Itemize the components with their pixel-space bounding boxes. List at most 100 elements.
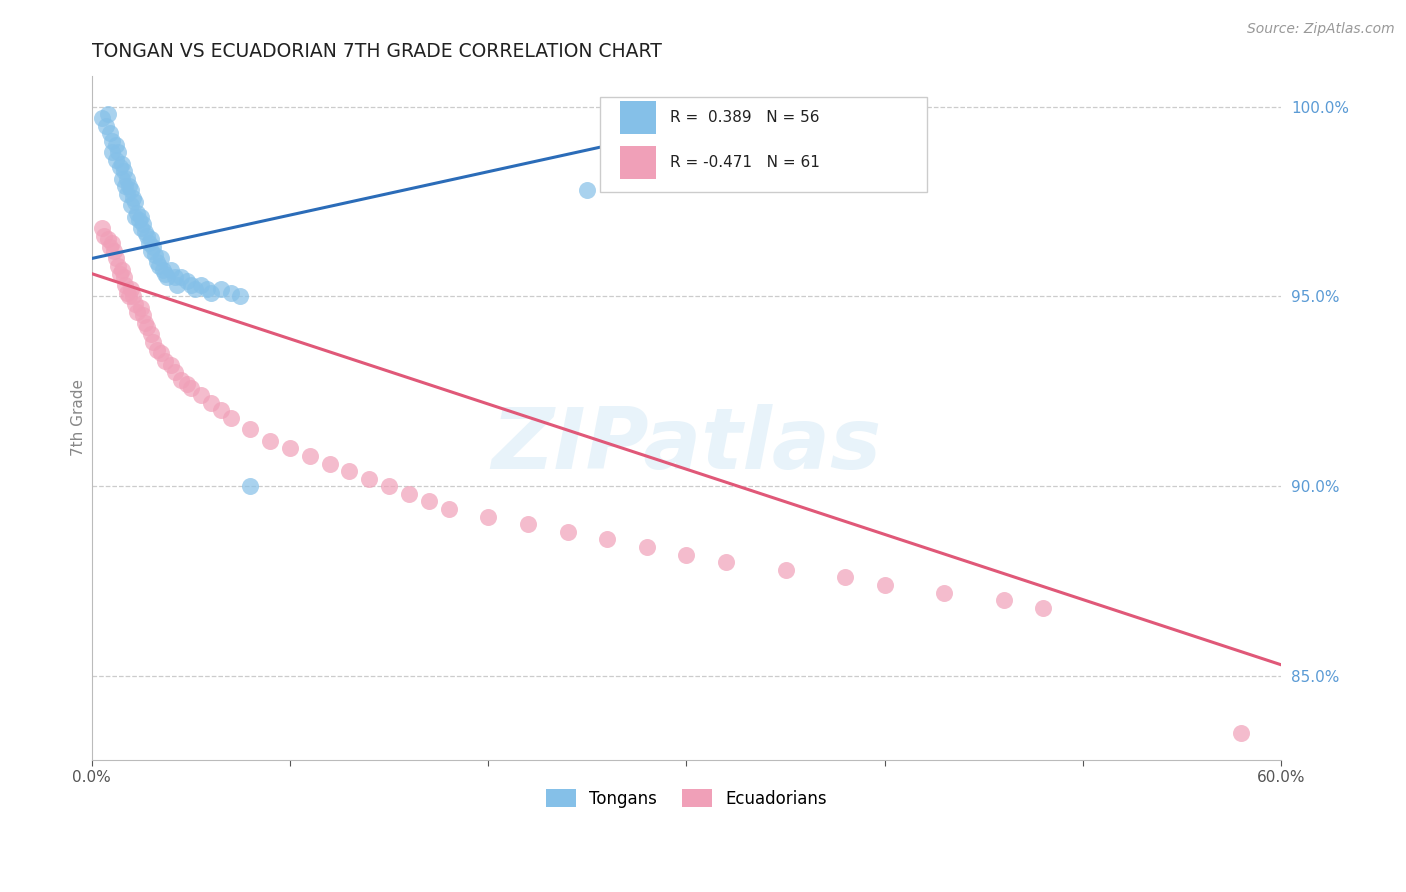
- Point: [219, 285, 242, 300]
- FancyBboxPatch shape: [620, 102, 655, 135]
- Point: [97, 107, 120, 121]
- Legend: Tongans, Ecuadorians: Tongans, Ecuadorians: [538, 783, 834, 814]
- Point: [146, 255, 169, 269]
- Point: [1032, 600, 1054, 615]
- Point: [118, 179, 141, 194]
- Point: [180, 278, 202, 293]
- Point: [146, 343, 169, 357]
- Point: [98, 240, 121, 254]
- Y-axis label: 7th Grade: 7th Grade: [72, 379, 86, 457]
- Point: [516, 517, 538, 532]
- Point: [477, 509, 499, 524]
- Point: [104, 252, 127, 266]
- Point: [714, 555, 737, 569]
- Point: [180, 381, 202, 395]
- Point: [104, 153, 127, 167]
- Point: [675, 548, 697, 562]
- FancyBboxPatch shape: [620, 146, 655, 178]
- Point: [219, 411, 242, 425]
- Point: [873, 578, 896, 592]
- Point: [596, 533, 619, 547]
- Point: [132, 217, 155, 231]
- Point: [131, 301, 153, 315]
- Point: [176, 376, 198, 391]
- Point: [107, 145, 129, 160]
- Point: [117, 171, 139, 186]
- Point: [142, 240, 165, 254]
- Point: [437, 502, 460, 516]
- Point: [141, 327, 163, 342]
- Point: [90, 221, 112, 235]
- Point: [98, 126, 121, 140]
- Point: [107, 259, 129, 273]
- Point: [138, 236, 160, 251]
- Point: [378, 479, 401, 493]
- Point: [90, 111, 112, 125]
- Point: [932, 585, 955, 599]
- Text: R = -0.471   N = 61: R = -0.471 N = 61: [669, 155, 820, 169]
- Point: [557, 524, 579, 539]
- Point: [114, 278, 136, 293]
- Point: [141, 232, 163, 246]
- Point: [200, 396, 222, 410]
- Point: [104, 137, 127, 152]
- Point: [148, 259, 170, 273]
- Point: [163, 365, 186, 379]
- Point: [112, 164, 135, 178]
- Point: [128, 213, 150, 227]
- Point: [359, 472, 381, 486]
- Point: [114, 179, 136, 194]
- Point: [131, 221, 153, 235]
- Point: [675, 156, 697, 170]
- Point: [190, 388, 212, 402]
- Point: [142, 334, 165, 349]
- Point: [124, 297, 146, 311]
- Point: [993, 593, 1015, 607]
- Point: [170, 270, 193, 285]
- Point: [176, 274, 198, 288]
- Point: [110, 171, 132, 186]
- Point: [94, 119, 117, 133]
- Point: [163, 270, 186, 285]
- Point: [184, 282, 207, 296]
- Point: [229, 289, 252, 303]
- Point: [418, 494, 440, 508]
- Point: [152, 263, 174, 277]
- Point: [339, 464, 361, 478]
- Point: [150, 252, 173, 266]
- Point: [103, 244, 125, 258]
- Point: [170, 373, 193, 387]
- Point: [110, 156, 132, 170]
- Point: [209, 403, 232, 417]
- Point: [124, 210, 146, 224]
- Point: [118, 289, 141, 303]
- Point: [153, 354, 176, 368]
- Point: [97, 232, 120, 246]
- Point: [209, 282, 232, 296]
- FancyBboxPatch shape: [599, 96, 927, 193]
- Point: [141, 244, 163, 258]
- Point: [134, 225, 156, 239]
- Point: [127, 206, 149, 220]
- Point: [775, 563, 797, 577]
- Point: [834, 570, 856, 584]
- Point: [166, 278, 188, 293]
- Point: [124, 194, 146, 209]
- Point: [239, 479, 262, 493]
- Point: [122, 289, 145, 303]
- Point: [112, 270, 135, 285]
- Point: [200, 285, 222, 300]
- Point: [117, 285, 139, 300]
- Point: [143, 248, 166, 262]
- Point: [398, 487, 420, 501]
- Point: [160, 358, 183, 372]
- Point: [239, 422, 262, 436]
- Point: [298, 449, 321, 463]
- Point: [120, 183, 142, 197]
- Point: [100, 145, 122, 160]
- Point: [108, 161, 131, 175]
- Point: [1230, 726, 1253, 740]
- Text: R =  0.389   N = 56: R = 0.389 N = 56: [669, 111, 820, 126]
- Point: [122, 191, 145, 205]
- Point: [100, 236, 122, 251]
